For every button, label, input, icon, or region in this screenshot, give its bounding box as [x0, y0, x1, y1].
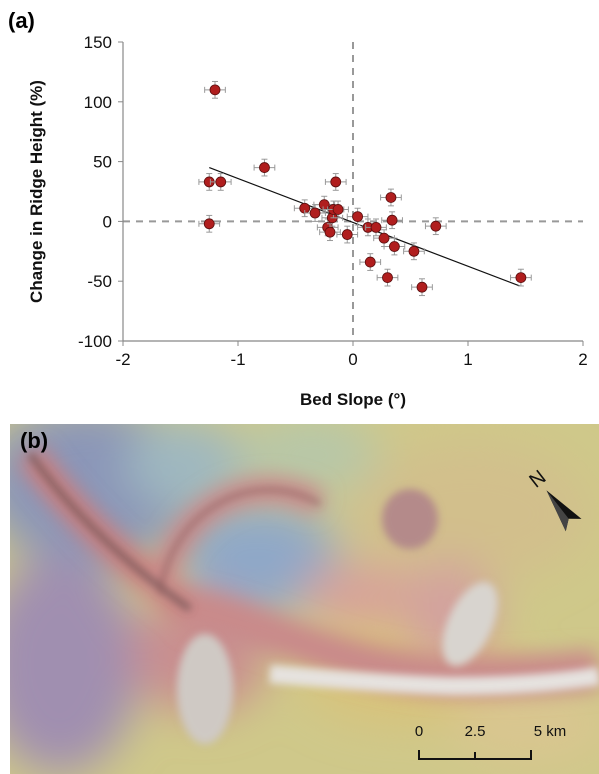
data-point-marker — [203, 218, 215, 230]
x-tick-label: -2 — [115, 350, 130, 369]
data-point — [304, 204, 326, 222]
y-tick-label: 50 — [93, 153, 112, 172]
data-point — [198, 214, 221, 233]
data-point — [253, 158, 276, 177]
data-point-marker — [386, 214, 398, 226]
data-point — [204, 80, 226, 99]
panel-b-map-image: (b) — [10, 424, 599, 774]
x-axis-label: Bed Slope (°) — [300, 390, 406, 409]
data-point — [359, 253, 382, 271]
data-point — [510, 268, 532, 287]
data-point-marker — [209, 84, 221, 96]
data-point — [327, 200, 349, 219]
scale-label-2-5: 2.5 — [465, 723, 486, 740]
data-point — [411, 278, 433, 297]
x-tick-label: 1 — [463, 350, 472, 369]
data-point-marker — [430, 220, 442, 232]
data-point — [365, 218, 387, 237]
y-tick-label: -50 — [87, 272, 112, 291]
data-point-marker — [408, 245, 420, 257]
data-point-marker — [341, 229, 353, 240]
x-tick-label: -1 — [230, 350, 245, 369]
data-point — [380, 188, 402, 207]
data-point — [336, 225, 359, 244]
terrain-map: N 0 2.5 5 km — [10, 424, 599, 774]
data-point-marker — [215, 176, 227, 188]
data-point — [424, 217, 447, 236]
data-point-marker — [352, 211, 364, 223]
data-point-marker — [324, 226, 336, 238]
data-point-marker — [370, 221, 382, 233]
x-tick-label: 0 — [348, 350, 357, 369]
scatter-chart: -2 -1 0 1 2 -100 -50 0 50 100 150 Bed Slope (°) Chan… — [27, 33, 588, 409]
data-point-marker — [259, 162, 270, 173]
data-point — [403, 242, 425, 261]
y-axis-label: Change in Ridge Height (%) — [27, 80, 46, 303]
scale-bar: 0 2.5 5 km — [415, 723, 566, 760]
data-point — [381, 211, 403, 230]
data-point-marker — [382, 272, 393, 284]
data-point-marker — [385, 192, 397, 203]
data-point-marker — [388, 241, 400, 252]
panel-label-b: (b) — [20, 428, 49, 453]
data-point-marker — [378, 232, 390, 244]
data-point — [313, 195, 336, 214]
data-point — [209, 173, 232, 191]
data-point-marker — [330, 176, 342, 188]
ridges — [27, 451, 599, 744]
scale-label-0: 0 — [415, 723, 423, 740]
y-tick-label: 150 — [84, 33, 112, 52]
y-tick-label: -100 — [78, 332, 112, 351]
data-point — [324, 173, 347, 191]
data-point — [319, 223, 341, 242]
data-point — [346, 207, 369, 226]
data-point-marker — [332, 204, 344, 215]
panel-a-scatter-chart: (a) -2 -1 0 1 2 -100 -50 0 50 100 150 Bed Slope (°)… — [8, 8, 588, 409]
data-point — [383, 237, 406, 256]
x-tick-label: 2 — [578, 350, 587, 369]
scale-label-5km: 5 km — [534, 723, 567, 740]
panel-label-a: (a) — [8, 8, 35, 33]
data-point-marker — [515, 272, 527, 284]
data-point-marker — [364, 256, 376, 268]
y-tick-label: 100 — [84, 93, 112, 112]
y-tick-label: 0 — [103, 212, 112, 231]
data-point-marker — [416, 281, 428, 293]
data-point — [376, 268, 399, 287]
data-point-marker — [309, 207, 321, 219]
